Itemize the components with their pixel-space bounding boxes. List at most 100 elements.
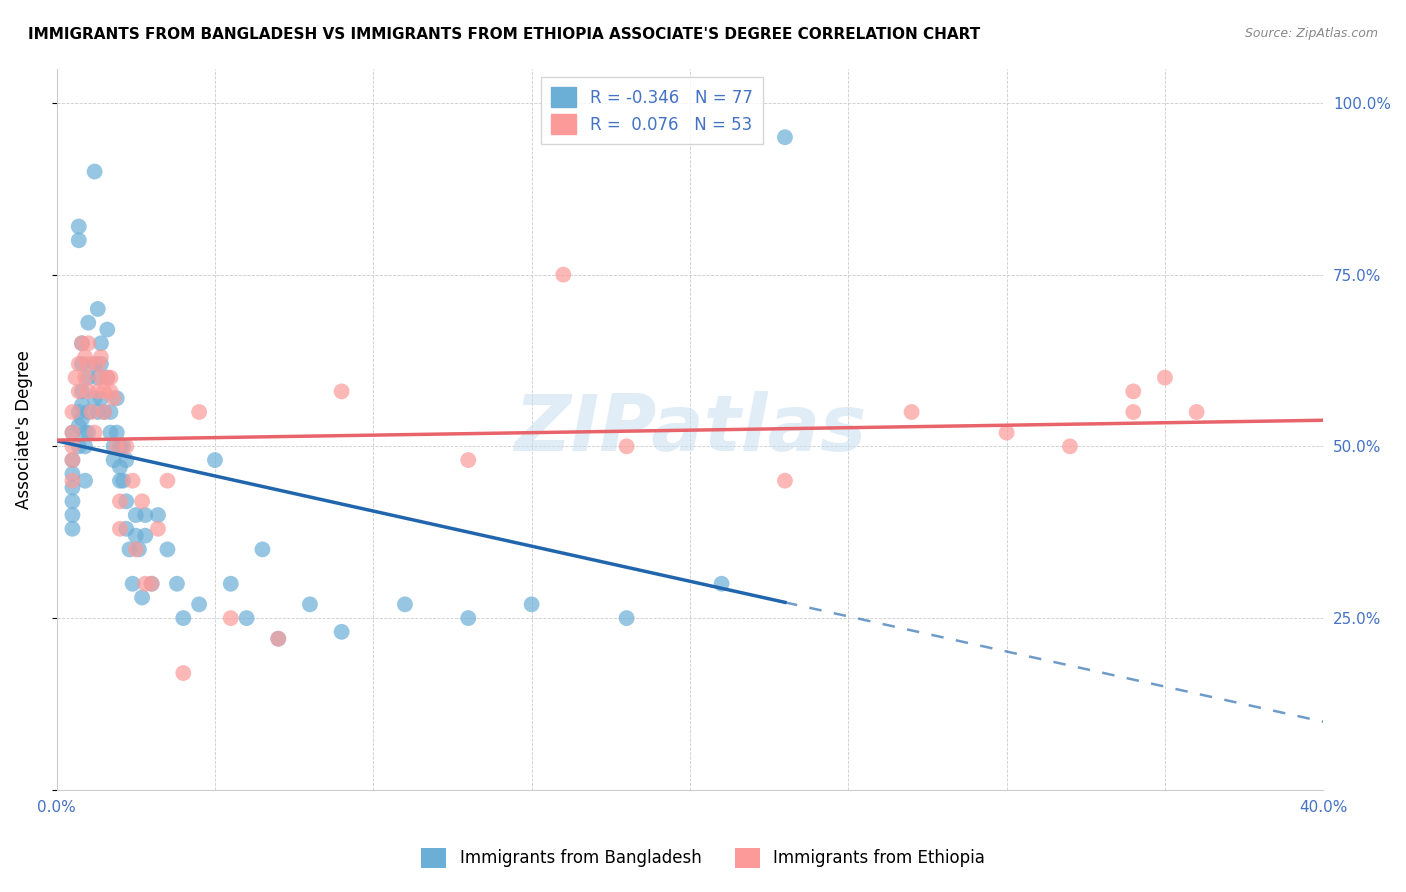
Point <box>108 474 131 488</box>
Point <box>62 453 84 467</box>
Point <box>62 508 84 522</box>
Point <box>134 576 156 591</box>
Point <box>70 384 93 399</box>
Point <box>67 418 90 433</box>
Point <box>108 460 131 475</box>
Y-axis label: Associate's Degree: Associate's Degree <box>15 350 32 508</box>
Point <box>62 425 84 440</box>
Point <box>67 384 90 399</box>
Point <box>166 576 188 591</box>
Point <box>105 439 128 453</box>
Point <box>235 611 257 625</box>
Point <box>1154 370 1177 384</box>
Point <box>188 598 211 612</box>
Point <box>62 425 84 440</box>
Point <box>115 522 138 536</box>
Point <box>1122 384 1144 399</box>
Point <box>62 467 84 481</box>
Point <box>710 576 733 591</box>
Point <box>83 425 105 440</box>
Point <box>115 439 138 453</box>
Text: Source: ZipAtlas.com: Source: ZipAtlas.com <box>1244 27 1378 40</box>
Point <box>103 391 125 405</box>
Point <box>330 384 353 399</box>
Point <box>77 357 100 371</box>
Point <box>75 370 97 384</box>
Point <box>93 405 115 419</box>
Point <box>77 336 100 351</box>
Point <box>616 439 638 453</box>
Point <box>115 494 138 508</box>
Point <box>62 405 84 419</box>
Point <box>188 405 211 419</box>
Point <box>65 370 87 384</box>
Point <box>70 398 93 412</box>
Point <box>773 130 796 145</box>
Point <box>131 591 153 605</box>
Point <box>62 453 84 467</box>
Point <box>900 405 922 419</box>
Point <box>80 405 103 419</box>
Point <box>118 542 141 557</box>
Point <box>125 529 148 543</box>
Point <box>252 542 274 557</box>
Point <box>96 322 118 336</box>
Point <box>100 370 122 384</box>
Point <box>87 405 110 419</box>
Point <box>115 453 138 467</box>
Point <box>93 405 115 419</box>
Point <box>67 233 90 247</box>
Point <box>67 439 90 453</box>
Point <box>62 439 84 453</box>
Point <box>93 384 115 399</box>
Point <box>172 666 194 681</box>
Point <box>96 370 118 384</box>
Point <box>330 624 353 639</box>
Point <box>77 370 100 384</box>
Point <box>146 522 169 536</box>
Point <box>77 425 100 440</box>
Point <box>62 474 84 488</box>
Point <box>108 494 131 508</box>
Point <box>298 598 321 612</box>
Point <box>105 425 128 440</box>
Point <box>87 357 110 371</box>
Point <box>125 542 148 557</box>
Point <box>128 542 150 557</box>
Point <box>1185 405 1208 419</box>
Point <box>219 611 242 625</box>
Point <box>103 453 125 467</box>
Point <box>457 453 479 467</box>
Point <box>90 350 112 364</box>
Point <box>83 164 105 178</box>
Point <box>520 598 543 612</box>
Point <box>77 316 100 330</box>
Point <box>87 301 110 316</box>
Point <box>121 576 143 591</box>
Point <box>67 219 90 234</box>
Point <box>62 481 84 495</box>
Point <box>112 474 135 488</box>
Point <box>67 405 90 419</box>
Point <box>105 391 128 405</box>
Point <box>96 370 118 384</box>
Point <box>70 336 93 351</box>
Point <box>90 370 112 384</box>
Point <box>100 425 122 440</box>
Point <box>172 611 194 625</box>
Point <box>83 391 105 405</box>
Point <box>62 494 84 508</box>
Point <box>146 508 169 522</box>
Point <box>156 474 179 488</box>
Point <box>616 611 638 625</box>
Legend: R = -0.346   N = 77, R =  0.076   N = 53: R = -0.346 N = 77, R = 0.076 N = 53 <box>541 77 762 145</box>
Text: IMMIGRANTS FROM BANGLADESH VS IMMIGRANTS FROM ETHIOPIA ASSOCIATE'S DEGREE CORREL: IMMIGRANTS FROM BANGLADESH VS IMMIGRANTS… <box>28 27 980 42</box>
Point <box>90 336 112 351</box>
Point <box>87 370 110 384</box>
Point <box>100 384 122 399</box>
Point <box>100 405 122 419</box>
Point <box>773 474 796 488</box>
Point <box>995 425 1018 440</box>
Point <box>103 439 125 453</box>
Point <box>125 508 148 522</box>
